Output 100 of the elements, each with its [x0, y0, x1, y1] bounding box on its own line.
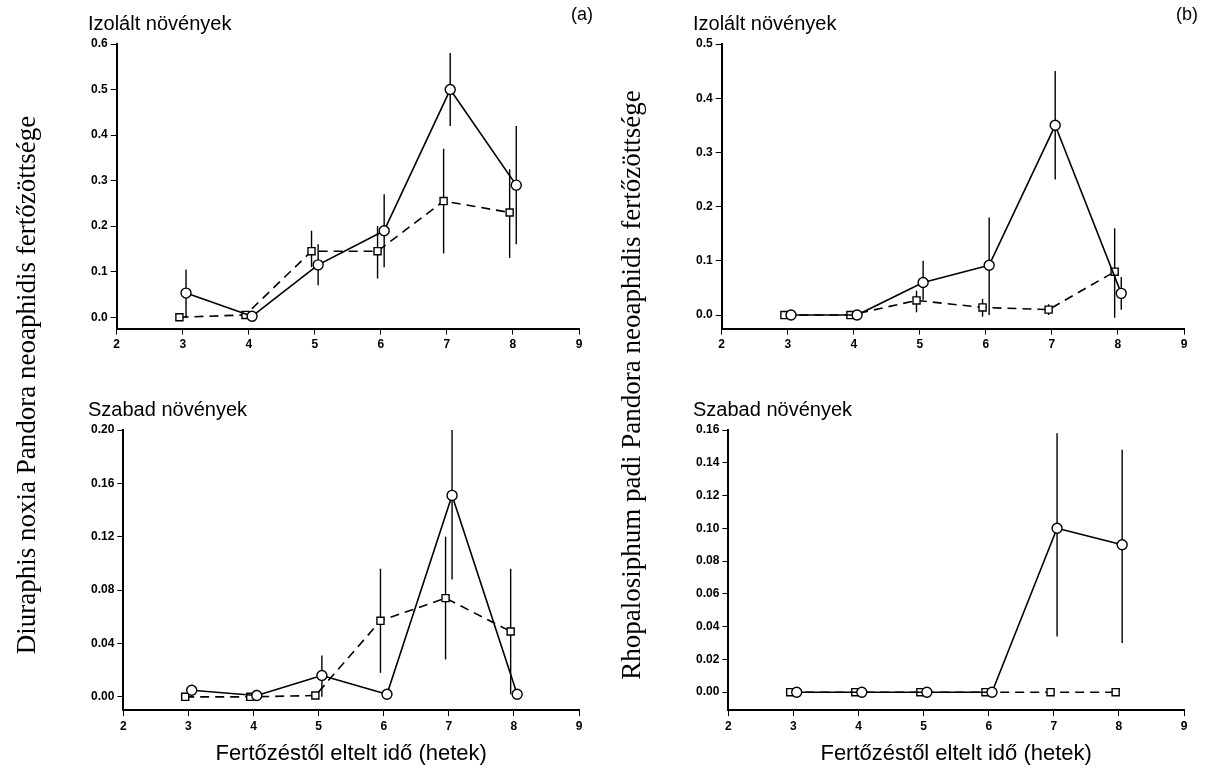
x-tick-label: 4: [250, 718, 258, 733]
x-tick-label: 8: [1114, 337, 1122, 352]
point: [791, 686, 803, 698]
x-tick-label: 2: [718, 337, 726, 352]
y-tick-label: 0.14: [696, 455, 720, 470]
x-tick-label: 4: [855, 718, 863, 733]
y-tick-label: 0.08: [91, 582, 115, 597]
x-tick-label: 3: [790, 718, 798, 733]
x-tick-label: 7: [1050, 718, 1058, 733]
text: (a): [571, 3, 593, 24]
y-tick-label: 0.2: [90, 218, 108, 233]
point: [311, 691, 320, 700]
point: [1049, 119, 1061, 132]
point: [441, 593, 450, 603]
point: [446, 489, 458, 502]
x-tick-label: 3: [784, 337, 792, 352]
point: [912, 296, 921, 305]
x-tick-label: 2: [120, 718, 128, 733]
x-tick-label: 8: [510, 718, 518, 733]
x-tick-label: 3: [185, 718, 193, 733]
y-tick-label: 0.20: [91, 422, 115, 437]
x-tick-label: 6: [377, 337, 385, 352]
point: [851, 309, 863, 321]
point: [983, 259, 995, 271]
x-tick-label: 6: [380, 718, 388, 733]
point: [307, 246, 316, 256]
x-axis-title: Fertőzéstől eltelt idő (hetek): [820, 739, 1092, 765]
x-tick-label: 9: [1180, 337, 1188, 352]
x-axis-title: Fertőzéstől eltelt idő (hetek): [215, 739, 487, 765]
y-tick-label: 0.0: [90, 309, 108, 324]
point: [510, 179, 522, 191]
point: [1115, 287, 1127, 300]
y-tick-label: 0.0: [695, 307, 713, 322]
point: [511, 688, 523, 700]
x-tick-label: 8: [509, 337, 517, 352]
x-tick-label: 6: [982, 337, 990, 352]
y-tick-label: 0.1: [695, 253, 713, 268]
point: [444, 83, 456, 96]
x-tick-label: 9: [575, 337, 583, 352]
x-tick-label: 5: [920, 718, 928, 733]
y-tick-label: 0.4: [695, 90, 713, 105]
point: [986, 686, 998, 698]
point: [378, 225, 390, 237]
point: [246, 310, 258, 323]
x-tick-label: 5: [916, 337, 924, 352]
x-tick-label: 2: [113, 337, 121, 352]
x-tick-label: 7: [443, 337, 451, 352]
x-tick-label: 6: [985, 718, 993, 733]
y-tick-label: 0.4: [90, 127, 108, 142]
text: (b): [1176, 3, 1198, 24]
x-tick-label: 3: [179, 337, 187, 352]
point: [921, 686, 933, 698]
y-tick-label: 0.5: [90, 81, 108, 96]
point: [785, 309, 797, 321]
x-tick-label: 7: [445, 718, 453, 733]
point: [1051, 522, 1063, 535]
point: [175, 312, 184, 322]
chart-title: Szabad növények: [88, 397, 248, 420]
point: [312, 259, 324, 271]
y-tick-label: 0.3: [90, 172, 108, 187]
y-tick-label: 0.08: [696, 553, 720, 568]
y-tick-label: 0.02: [696, 651, 720, 666]
y-tick-label: 0.00: [696, 684, 720, 699]
x-tick-label: 4: [245, 337, 253, 352]
x-tick-label: 9: [575, 718, 583, 733]
y-tick-label: 0.1: [90, 263, 108, 278]
y-tick-label: 0.06: [696, 586, 720, 601]
point: [506, 627, 515, 636]
x-tick-label: 5: [315, 718, 323, 733]
point: [978, 303, 987, 312]
y-axis-title: Rhopalosiphum padi Pandora neoaphidis fertőzöttsége: [615, 90, 647, 680]
x-tick-label: 5: [311, 337, 319, 352]
y-tick-label: 0.16: [91, 475, 115, 490]
y-tick-label: 0.5: [695, 36, 713, 51]
y-tick-label: 0.16: [696, 422, 720, 437]
point: [186, 684, 198, 696]
point: [373, 246, 382, 256]
y-tick-label: 0.2: [695, 198, 713, 213]
x-tick-label: 9: [1180, 718, 1188, 733]
point: [505, 208, 514, 217]
x-tick-label: 8: [1115, 718, 1123, 733]
point: [856, 686, 868, 698]
x-tick-label: 7: [1048, 337, 1056, 352]
point: [316, 669, 328, 682]
point: [439, 196, 448, 206]
point: [376, 616, 385, 626]
point: [1046, 687, 1055, 697]
x-tick-label: 2: [725, 718, 733, 733]
y-tick-label: 0.04: [91, 635, 115, 650]
y-tick-label: 0.04: [696, 618, 720, 633]
chart-title: Izolált növények: [88, 11, 233, 34]
point: [381, 688, 393, 700]
y-tick-label: 0.12: [696, 487, 720, 502]
y-tick-label: 0.10: [696, 520, 720, 535]
y-tick-label: 0.3: [695, 144, 713, 159]
point: [180, 287, 192, 299]
chart-title: Izolált növények: [693, 11, 838, 34]
y-tick-label: 0.6: [90, 36, 108, 51]
x-tick-label: 4: [850, 337, 858, 352]
point: [251, 689, 263, 702]
